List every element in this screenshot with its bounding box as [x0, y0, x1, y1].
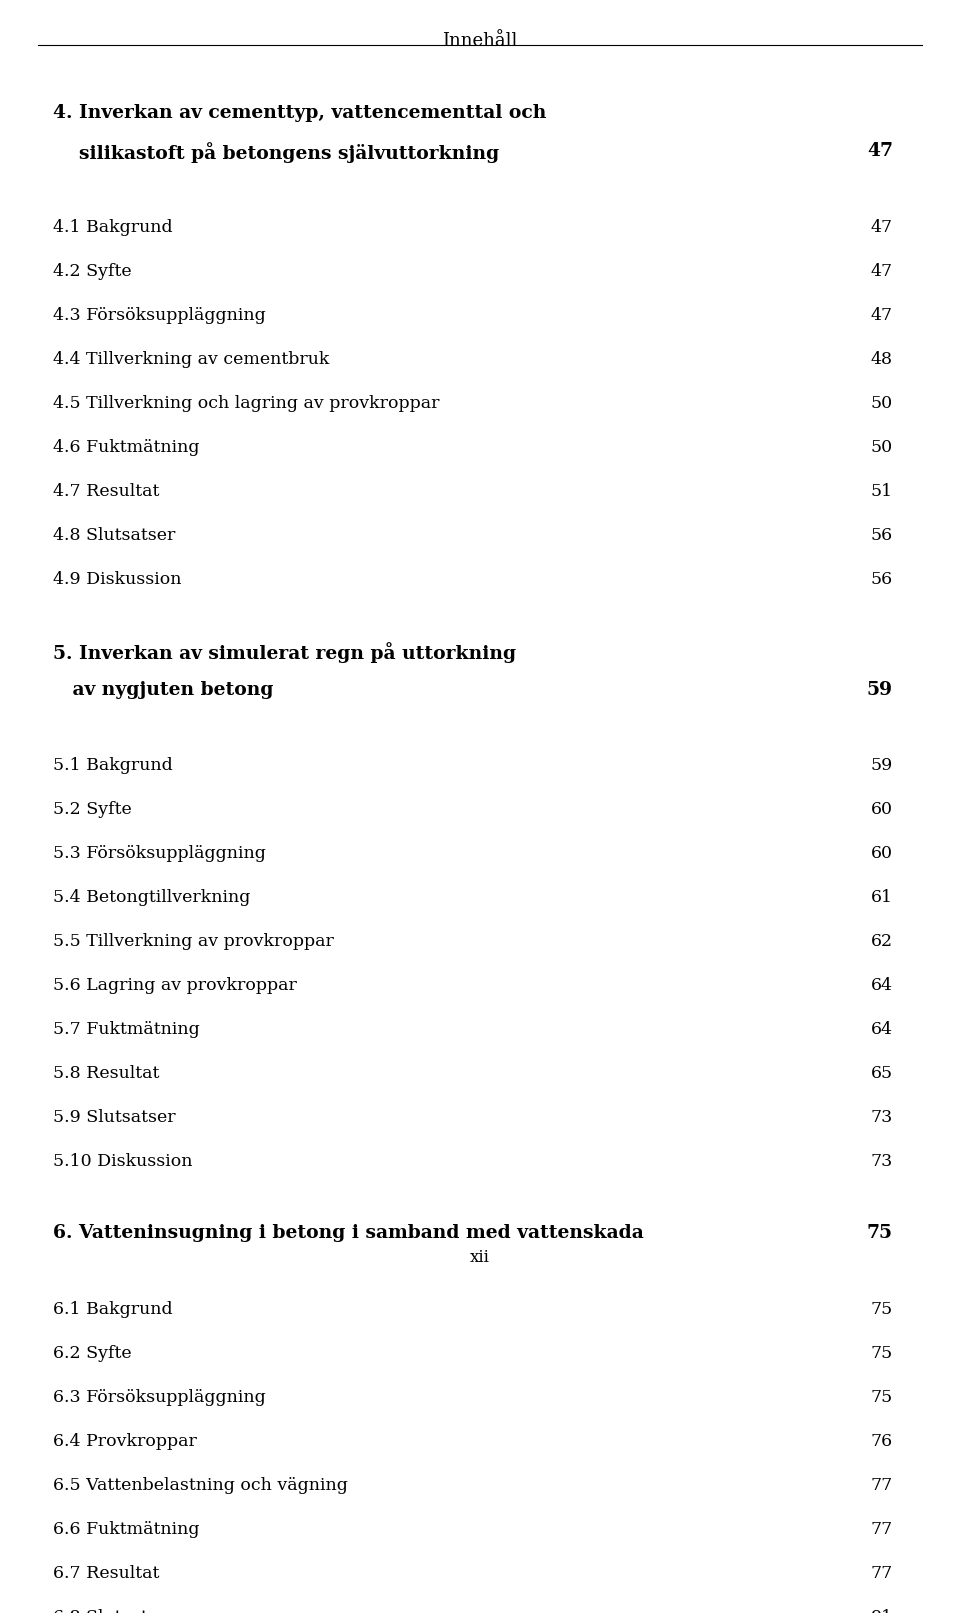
Text: 59: 59 [871, 756, 893, 774]
Text: 5.4 Betongtillverkning: 5.4 Betongtillverkning [53, 889, 251, 907]
Text: 5.6 Lagring av provkroppar: 5.6 Lagring av provkroppar [53, 977, 297, 994]
Text: 5.10 Diskussion: 5.10 Diskussion [53, 1153, 192, 1169]
Text: 75: 75 [871, 1345, 893, 1361]
Text: 4. Inverkan av cementtyp, vattencementtal och: 4. Inverkan av cementtyp, vattencementta… [53, 103, 546, 121]
Text: 5.8 Resultat: 5.8 Resultat [53, 1065, 159, 1082]
Text: 4.9 Diskussion: 4.9 Diskussion [53, 571, 181, 587]
Text: Innehåll: Innehåll [443, 32, 517, 50]
Text: 5.1 Bakgrund: 5.1 Bakgrund [53, 756, 173, 774]
Text: 4.1 Bakgrund: 4.1 Bakgrund [53, 219, 173, 235]
Text: 4.3 Försöksuppläggning: 4.3 Försöksuppläggning [53, 306, 266, 324]
Text: 60: 60 [871, 845, 893, 861]
Text: 47: 47 [871, 219, 893, 235]
Text: 4.4 Tillverkning av cementbruk: 4.4 Tillverkning av cementbruk [53, 350, 329, 368]
Text: 6.1 Bakgrund: 6.1 Bakgrund [53, 1300, 173, 1318]
Text: 4.6 Fuktmätning: 4.6 Fuktmätning [53, 439, 200, 456]
Text: 77: 77 [871, 1521, 893, 1537]
Text: 48: 48 [871, 350, 893, 368]
Text: 47: 47 [867, 142, 893, 160]
Text: 47: 47 [871, 306, 893, 324]
Text: 75: 75 [871, 1300, 893, 1318]
Text: 4.8 Slutsatser: 4.8 Slutsatser [53, 527, 175, 544]
Text: 76: 76 [871, 1432, 893, 1450]
Text: 77: 77 [871, 1565, 893, 1582]
Text: 5.7 Fuktmätning: 5.7 Fuktmätning [53, 1021, 200, 1039]
Text: 6.7 Resultat: 6.7 Resultat [53, 1565, 159, 1582]
Text: 47: 47 [871, 263, 893, 279]
Text: 60: 60 [871, 802, 893, 818]
Text: 6.5 Vattenbelastning och vägning: 6.5 Vattenbelastning och vägning [53, 1476, 348, 1494]
Text: 6.6 Fuktmätning: 6.6 Fuktmätning [53, 1521, 200, 1537]
Text: 64: 64 [871, 977, 893, 994]
Text: 4.5 Tillverkning och lagring av provkroppar: 4.5 Tillverkning och lagring av provkrop… [53, 395, 440, 411]
Text: 51: 51 [871, 482, 893, 500]
Text: 75: 75 [871, 1389, 893, 1405]
Text: 5.2 Syfte: 5.2 Syfte [53, 802, 132, 818]
Text: 50: 50 [871, 439, 893, 456]
Text: 56: 56 [871, 571, 893, 587]
Text: 91: 91 [871, 1608, 893, 1613]
Text: 61: 61 [871, 889, 893, 907]
Text: 5.5 Tillverkning av provkroppar: 5.5 Tillverkning av provkroppar [53, 932, 334, 950]
Text: 73: 73 [871, 1153, 893, 1169]
Text: 4.7 Resultat: 4.7 Resultat [53, 482, 159, 500]
Text: 6. Vatteninsugning i betong i samband med vattenskada: 6. Vatteninsugning i betong i samband me… [53, 1224, 643, 1242]
Text: xii: xii [470, 1248, 490, 1266]
Text: 75: 75 [867, 1224, 893, 1242]
Text: 56: 56 [871, 527, 893, 544]
Text: 6.2 Syfte: 6.2 Syfte [53, 1345, 132, 1361]
Text: 5.9 Slutsatser: 5.9 Slutsatser [53, 1110, 176, 1126]
Text: 77: 77 [871, 1476, 893, 1494]
Text: silikastoft på betongens självuttorkning: silikastoft på betongens självuttorkning [53, 142, 499, 163]
Text: 6.4 Provkroppar: 6.4 Provkroppar [53, 1432, 197, 1450]
Text: 5.3 Försöksuppläggning: 5.3 Försöksuppläggning [53, 845, 266, 861]
Text: 50: 50 [871, 395, 893, 411]
Text: 65: 65 [871, 1065, 893, 1082]
Text: 59: 59 [867, 681, 893, 698]
Text: av nygjuten betong: av nygjuten betong [53, 681, 274, 698]
Text: 73: 73 [871, 1110, 893, 1126]
Text: 62: 62 [871, 932, 893, 950]
Text: 4.2 Syfte: 4.2 Syfte [53, 263, 132, 279]
Text: 64: 64 [871, 1021, 893, 1039]
Text: 6.3 Försöksuppläggning: 6.3 Försöksuppläggning [53, 1389, 266, 1405]
Text: 5. Inverkan av simulerat regn på uttorkning: 5. Inverkan av simulerat regn på uttorkn… [53, 642, 516, 663]
Text: 6.8 Slutsatser: 6.8 Slutsatser [53, 1608, 175, 1613]
